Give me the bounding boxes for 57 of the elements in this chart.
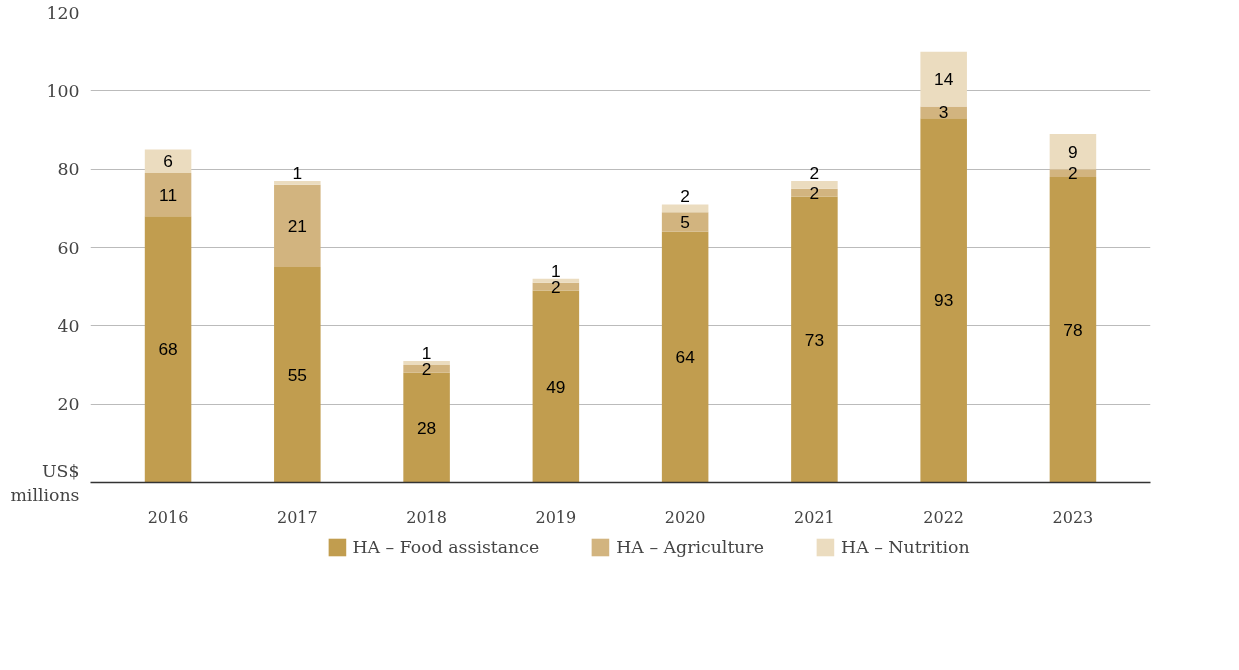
- data-label: 2: [809, 162, 820, 183]
- data-label: 2: [680, 186, 690, 207]
- bar: [274, 267, 321, 483]
- data-label: 14: [934, 69, 954, 90]
- data-label: 3: [938, 102, 949, 123]
- data-label: 78: [1063, 319, 1083, 340]
- y-tick-label: 20: [57, 394, 80, 415]
- x-tick-label: 2017: [276, 507, 318, 527]
- x-tick-label: 2019: [535, 507, 577, 527]
- bar: [144, 173, 192, 217]
- y-tick-label: 60: [57, 237, 80, 258]
- data-label: 21: [287, 215, 307, 236]
- data-label: 73: [804, 329, 825, 350]
- y-tick-label: 80: [57, 159, 80, 180]
- bar: [920, 51, 967, 107]
- x-tick-label: 2018: [406, 507, 447, 527]
- bar: [661, 231, 709, 483]
- x-tick-label: 2020: [664, 507, 706, 527]
- bar: [920, 118, 967, 483]
- data-label: 9: [1068, 141, 1078, 162]
- data-label: 2: [1068, 163, 1078, 184]
- y-axis-title: US$ millions: [10, 460, 80, 505]
- y-tick-label: 120: [46, 2, 80, 23]
- data-label: 55: [287, 364, 307, 385]
- x-tick-label: 2021: [794, 507, 835, 527]
- data-label: 64: [675, 347, 696, 368]
- data-label: 68: [158, 339, 178, 360]
- data-label: 6: [163, 151, 173, 172]
- bar: [661, 212, 709, 232]
- bar: [661, 204, 709, 213]
- bar: [274, 180, 321, 185]
- bar: [791, 180, 838, 189]
- x-tick-label: 2022: [923, 507, 965, 527]
- data-label: 5: [680, 212, 690, 233]
- data-label: 2: [809, 182, 820, 203]
- data-label: 49: [546, 376, 566, 397]
- data-label: 11: [159, 184, 178, 205]
- bar: [144, 149, 192, 174]
- bar: [1049, 169, 1097, 177]
- bar: [791, 188, 838, 197]
- bar: [532, 282, 580, 291]
- bar: [1049, 177, 1097, 483]
- legend-label: HA – Agriculture: [616, 537, 765, 557]
- data-label: 28: [416, 417, 437, 438]
- data-label: 93: [934, 290, 954, 311]
- data-label: 1: [292, 162, 303, 183]
- bar: [274, 184, 321, 268]
- bar: [403, 365, 450, 373]
- x-tick-label: 2016: [147, 507, 189, 527]
- legend-label: HA – Nutrition: [841, 537, 970, 557]
- y-tick-label: 100: [46, 80, 80, 101]
- x-tick-label: 2023: [1052, 507, 1094, 527]
- y-tick-label: 40: [57, 315, 80, 336]
- legend-label: HA – Food assistance: [352, 537, 540, 557]
- bar: [144, 216, 192, 483]
- bar: [403, 361, 450, 365]
- bar: [532, 278, 580, 283]
